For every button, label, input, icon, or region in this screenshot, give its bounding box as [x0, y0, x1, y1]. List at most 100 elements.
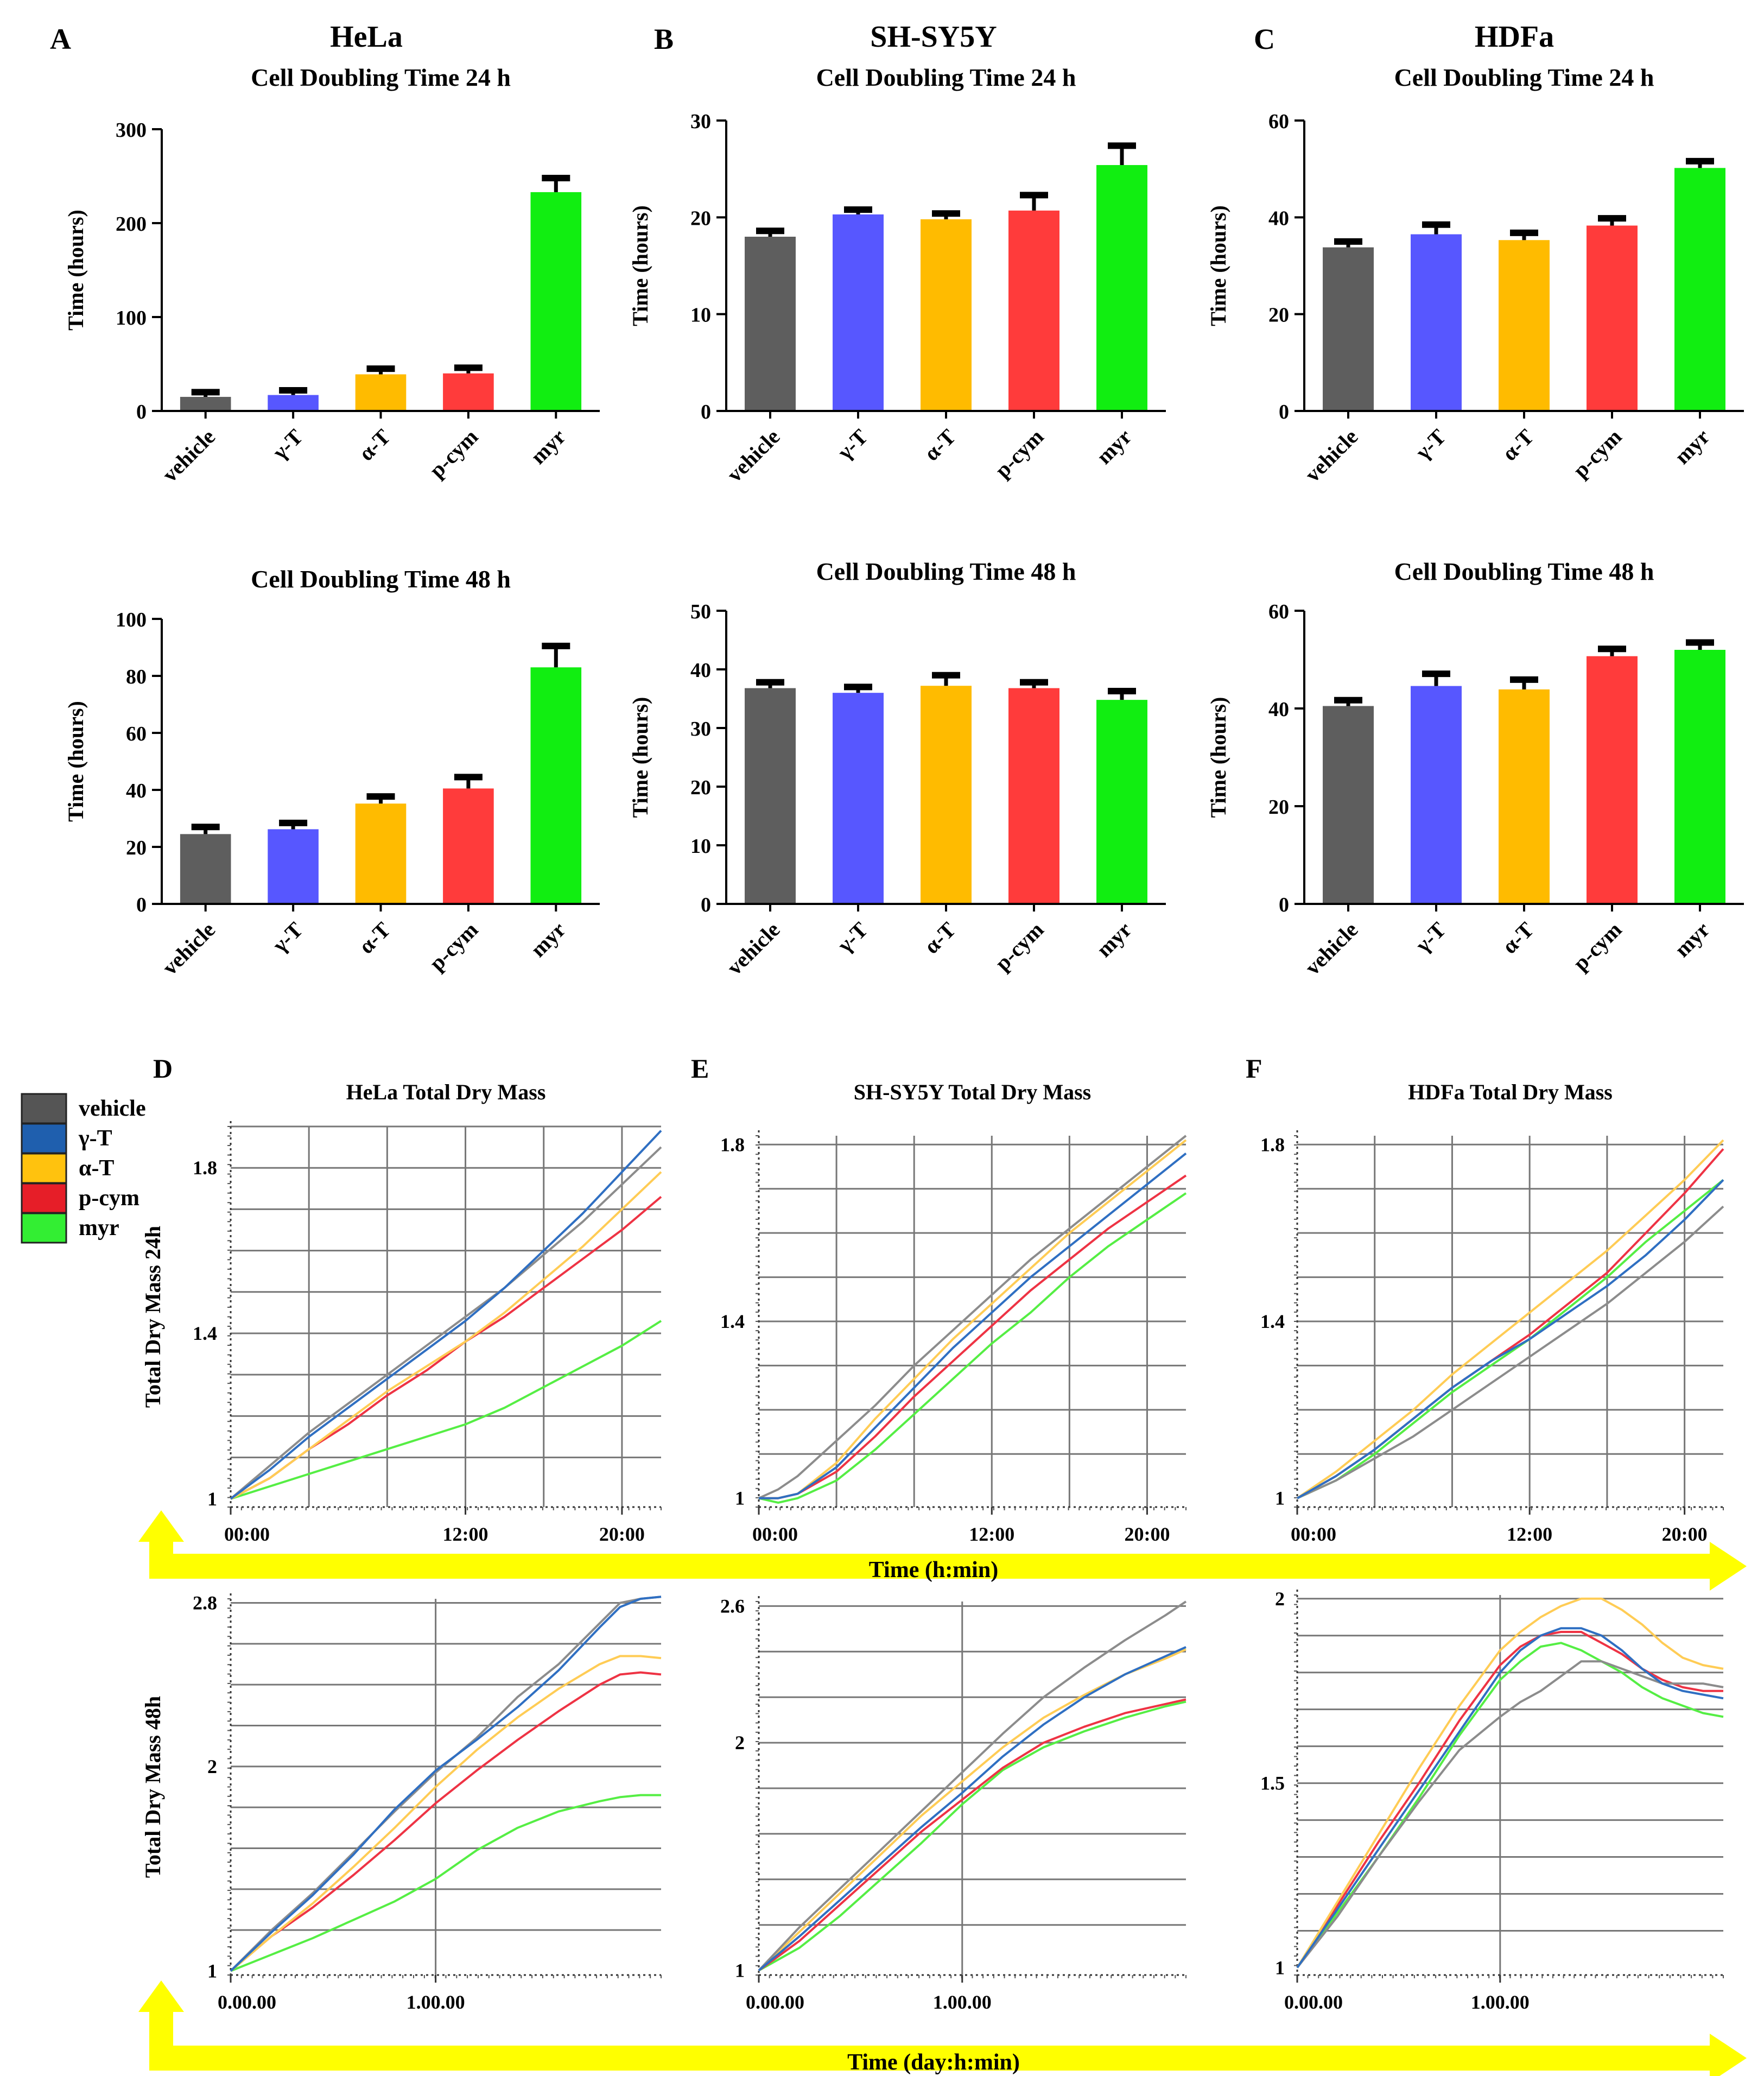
- y-tick-label: 60: [1268, 600, 1289, 623]
- x-tick-label: 20:00: [1662, 1523, 1708, 1545]
- series-line-myr: [230, 1794, 661, 1972]
- legend-swatch-p-cym: [21, 1182, 67, 1214]
- time-arrow-48h-vertical: [138, 1980, 184, 2071]
- chart-e48: 1 2 2.6 0.00.00 1.00.00: [720, 1595, 1187, 2013]
- bar-myr: [1096, 165, 1147, 411]
- series-line-p-cym: [1296, 1631, 1723, 1969]
- y-tick-label: 2.8: [193, 1592, 217, 1614]
- y-axis-label: Time (hours): [64, 210, 88, 331]
- bar-alpha-t: [1499, 689, 1550, 904]
- series-line-p-cym: [230, 1671, 662, 1972]
- chart-d48: Total Dry Mass 48h 1 2 2.8 0.00.00 1.00.00: [141, 1592, 662, 2013]
- y-tick-label: 50: [690, 600, 711, 623]
- panel-letter-e: E: [691, 1053, 709, 1084]
- series-line-myr: [1297, 1179, 1724, 1499]
- panel-letter-d: D: [153, 1053, 173, 1084]
- bar-gamma-t: [1411, 234, 1462, 411]
- y-tick-label: 20: [690, 776, 711, 799]
- x-tick-label: 00:00: [752, 1523, 798, 1545]
- bar-alpha-t: [355, 374, 407, 411]
- y-tick-label: 20: [690, 207, 711, 230]
- y-tick-label: 1.5: [1260, 1773, 1285, 1794]
- time-axis-label-48h: Time (day:h:min): [847, 2050, 1020, 2075]
- legend-swatch-vehicle: [21, 1093, 67, 1124]
- series-line-vehicle: [1297, 1205, 1724, 1499]
- legend-swatch-myr: [21, 1212, 67, 1244]
- y-tick-label: 1.8: [1260, 1134, 1285, 1155]
- x-tick-label-gamma-t: γ-T: [832, 917, 872, 957]
- y-tick-label: 200: [116, 213, 147, 236]
- bar-vehicle: [1323, 247, 1374, 411]
- x-tick-label: 00:00: [224, 1523, 270, 1545]
- x-tick-label: 12:00: [969, 1523, 1014, 1545]
- bar-alpha-t: [1499, 240, 1550, 411]
- x-tick-label-vehicle: vehicle: [157, 917, 220, 980]
- y-tick-label: 1.8: [193, 1157, 217, 1179]
- y-tick-label: 2.6: [720, 1595, 745, 1617]
- x-tick-label: 00:00: [1291, 1523, 1336, 1545]
- x-tick-label: 1.00.00: [933, 1991, 992, 2013]
- chart-b: Cell Doubling Time 24 h Time (hours) vehic…: [628, 64, 1166, 487]
- chart-f: HDFa Total Dry Mass 1 1.4 1.8 00:00 12:00 20:0…: [1260, 1080, 1724, 1545]
- legend-label-p-cym: p-cym: [79, 1186, 139, 1211]
- x-tick-label-vehicle: vehicle: [157, 425, 220, 487]
- series-line-p-cym: [758, 1698, 1186, 1972]
- series-line-vehicle: [1296, 1660, 1724, 1969]
- series-line-gamma-t: [1297, 1179, 1724, 1499]
- y-tick-label: 40: [1268, 698, 1289, 721]
- bar-alpha-t: [921, 686, 972, 904]
- y-tick-label: 1: [1275, 1488, 1285, 1509]
- y-tick-label: 60: [1268, 110, 1289, 133]
- y-tick-label: 0: [1279, 894, 1289, 916]
- panel-letter-a: A: [50, 23, 71, 55]
- series-line-p-cym: [1297, 1148, 1724, 1499]
- y-tick-label: 1: [207, 1960, 217, 1982]
- x-tick-label-alpha-t: α-T: [354, 917, 395, 958]
- chart-title: Cell Doubling Time 48 h: [1394, 558, 1654, 585]
- legend-label-myr: myr: [79, 1216, 119, 1240]
- x-tick-label-vehicle: vehicle: [722, 917, 784, 980]
- panel-letter-f: F: [1246, 1053, 1262, 1084]
- series-line-vehicle: [758, 1600, 1187, 1971]
- series-line-alpha-t: [759, 1139, 1187, 1499]
- series-line-p-cym: [759, 1174, 1187, 1499]
- x-tick-label-gamma-t: γ-T: [267, 917, 307, 957]
- x-tick-label-p-cym: p-cym: [990, 917, 1048, 976]
- series-line-myr: [758, 1192, 1187, 1504]
- y-tick-label: 40: [126, 780, 147, 802]
- y-tick-label: 60: [126, 723, 147, 745]
- bar-myr: [530, 667, 582, 904]
- series-line-gamma-t: [230, 1596, 662, 1972]
- series-line-p-cym: [230, 1195, 662, 1500]
- y-tick-label: 30: [690, 110, 711, 133]
- series-line-alpha-t: [230, 1655, 662, 1972]
- x-tick-label-p-cym: p-cym: [424, 917, 483, 976]
- chart-b48: Cell Doubling Time 48 h Time (hours) vehic…: [628, 558, 1166, 980]
- y-tick-label: 100: [116, 307, 147, 330]
- series-line-gamma-t: [1296, 1627, 1724, 1969]
- bar-p-cym: [1587, 656, 1638, 904]
- chart-c48: Cell Doubling Time 48 h Time (hours) vehic…: [1206, 558, 1744, 980]
- charts-layer: Cell Doubling Time 24 h Time (hours) vehic…: [64, 64, 1744, 2013]
- x-tick-label: 20:00: [1124, 1523, 1170, 1545]
- x-tick-label-myr: myr: [1092, 425, 1136, 469]
- x-tick-label-alpha-t: α-T: [919, 917, 960, 958]
- x-tick-label-gamma-t: γ-T: [832, 424, 872, 464]
- y-tick-label: 2: [207, 1756, 217, 1777]
- y-tick-label: 10: [690, 304, 711, 327]
- series-line-gamma-t: [759, 1153, 1187, 1499]
- series-line-gamma-t: [230, 1130, 662, 1500]
- y-tick-label: 0: [136, 894, 147, 916]
- y-tick-label: 1: [207, 1488, 217, 1510]
- x-tick-label: 0.00.00: [746, 1991, 804, 2013]
- chart-title: Cell Doubling Time 48 h: [251, 565, 511, 593]
- bar-p-cym: [1008, 688, 1059, 904]
- y-axis-label: Time (hours): [628, 205, 652, 326]
- x-tick-label-alpha-t: α-T: [354, 424, 395, 465]
- bar-gamma-t: [1411, 686, 1462, 904]
- x-tick-label-alpha-t: α-T: [919, 424, 960, 465]
- chart-f48: 1 1.5 2 0.00.00 1.00.00: [1260, 1588, 1724, 2013]
- time-arrows: Time (h:min) Time (day:h:min): [138, 1510, 1747, 2076]
- x-tick-label-gamma-t: γ-T: [1410, 917, 1450, 957]
